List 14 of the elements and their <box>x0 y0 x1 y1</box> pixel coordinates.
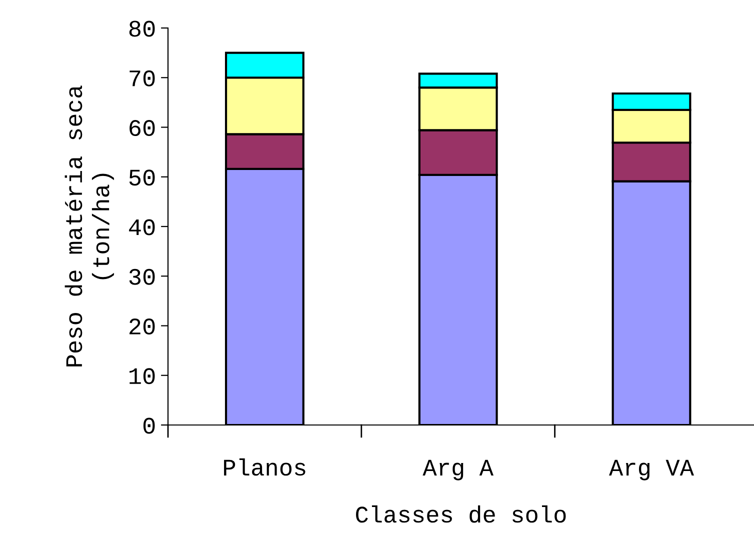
y-tick-label: 30 <box>129 268 155 285</box>
x-tick-label: Planos <box>224 458 306 476</box>
y-tick-label: 0 <box>143 418 155 434</box>
y-tick-label: 70 <box>130 70 155 86</box>
x-tick-label: Arg VA <box>608 460 694 480</box>
y-tick-label: 80 <box>129 20 155 37</box>
y-tick-label: 50 <box>129 170 155 186</box>
y-axis-title: Peso de matéria seca (ton/ha) <box>64 86 114 366</box>
y-tick-label: 10 <box>130 368 155 384</box>
x-tick-label: Arg A <box>422 460 494 480</box>
x-axis-title: Classes de solo <box>356 505 566 523</box>
y-tick-label: 40 <box>129 219 155 236</box>
y-tick-label: 20 <box>130 318 155 335</box>
y-tick-label: 60 <box>130 120 155 136</box>
